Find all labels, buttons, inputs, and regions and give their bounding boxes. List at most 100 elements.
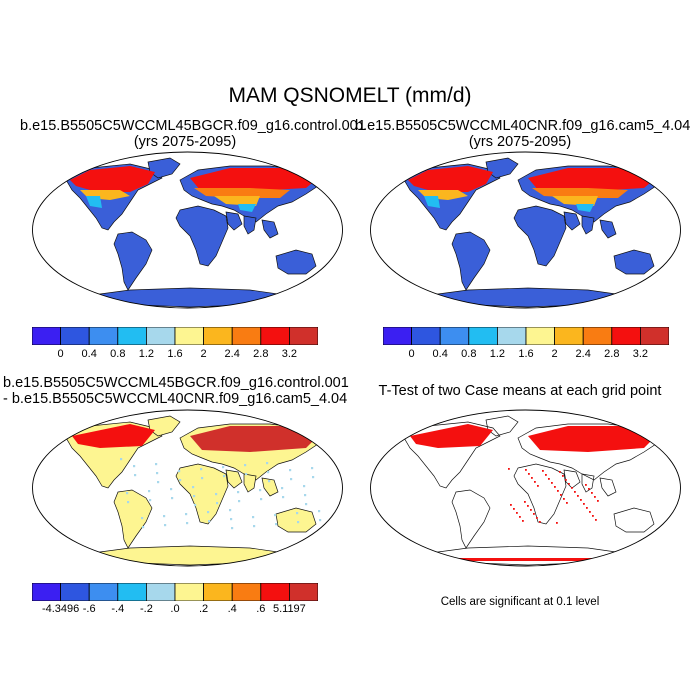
diff-speckle <box>149 499 152 502</box>
colorbar-tick-label: 1.6 <box>167 348 183 360</box>
colorbar-tick-label: -.4 <box>111 603 125 615</box>
diff-speckle <box>267 471 270 474</box>
colorbar-bottom-left-labels: -4.3496 -.6 -.4 -.2 .0 .2 .4 .6 5.1197 <box>32 603 318 617</box>
continent-africa <box>175 205 229 267</box>
diff-speckle <box>170 488 173 491</box>
continent-india <box>581 215 595 235</box>
colorbar-swatch <box>582 327 613 345</box>
colorbar-swatch <box>88 583 119 601</box>
snowmelt-eurasia-mid <box>194 188 290 198</box>
colorbar-swatch <box>60 327 90 345</box>
diff-speckle <box>134 474 137 477</box>
colorbar-tick-label: 2 <box>200 348 207 360</box>
colorbar-tick-label: 1.2 <box>489 348 506 360</box>
diff-speckle <box>290 478 293 481</box>
colorbar-swatch <box>117 327 147 345</box>
continent-se-asia <box>599 219 617 239</box>
snowmelt-tibet <box>576 204 594 212</box>
continent-se-asia <box>261 477 279 497</box>
top-left-title-line1: b.e15.B5505C5WCCML45BGCR.f09_g16.control… <box>20 118 366 134</box>
colorbar-tick-label: 2.4 <box>224 348 240 360</box>
figure-title: MAM QSNOMELT (mm/d) <box>228 84 472 107</box>
top-left-title-line2: (yrs 2075-2095) <box>133 134 237 150</box>
sig-na-high <box>410 424 493 448</box>
diff-speckle <box>200 468 203 471</box>
continent-arabia <box>225 211 243 231</box>
diff-speckle <box>133 465 136 468</box>
diff-speckle <box>297 521 300 524</box>
colorbar-tick-label: 2.8 <box>253 348 269 360</box>
colorbar-tick-label: -.6 <box>82 603 96 615</box>
colorbar-tick-label: 0.8 <box>461 348 477 360</box>
diff-speckle <box>192 486 195 489</box>
colorbar-swatch <box>288 327 318 345</box>
top-right-title-line2: (yrs 2075-2095) <box>468 134 572 150</box>
colorbar-swatch <box>88 327 119 345</box>
diff-speckle <box>148 490 151 493</box>
colorbar-swatch <box>260 327 290 345</box>
diff-speckle <box>230 518 233 521</box>
diff-speckle <box>120 458 123 461</box>
sig-speckle <box>597 500 599 502</box>
snowmelt-na-high <box>70 166 155 192</box>
sig-speckle <box>591 492 593 494</box>
sig-speckle <box>595 519 597 521</box>
diff-speckle <box>194 504 197 507</box>
land-layer <box>402 415 659 566</box>
sig-speckle <box>568 483 570 485</box>
map-border <box>370 409 681 567</box>
diff-speckle <box>164 524 167 527</box>
colorbar-swatch <box>32 327 62 345</box>
sig-speckle <box>554 486 556 488</box>
sig-speckle <box>594 496 596 498</box>
snowmelt-na-low <box>424 196 440 208</box>
diff-speckle <box>318 510 321 513</box>
sig-speckle <box>556 522 558 524</box>
colorbar-swatch <box>32 583 62 601</box>
sig-speckle <box>583 503 585 505</box>
sig-speckle <box>577 495 579 497</box>
sig-speckle <box>592 515 594 517</box>
diff-speckle <box>305 503 308 506</box>
continent-south-america <box>451 231 491 291</box>
diff-speckle <box>244 464 247 467</box>
map-border <box>32 151 343 309</box>
colorbar-tick-label: .6 <box>256 603 266 615</box>
sig-speckle <box>574 491 576 493</box>
diff-speckle <box>266 462 269 465</box>
colorbar-tick-label: 1.2 <box>138 348 155 360</box>
diff-speckle <box>296 512 299 515</box>
map-bottom-right <box>370 409 681 567</box>
sig-speckle <box>522 520 524 522</box>
bottom-left-title-line1: b.e15.B5505C5WCCML45BGCR.f09_g16.control… <box>3 375 349 391</box>
map-border <box>32 409 343 567</box>
bottom-left-title: b.e15.B5505C5WCCML45BGCR.f09_g16.control… <box>3 375 349 407</box>
sig-speckle <box>510 504 512 506</box>
top-right-title: b.e15.B5505C5WCCML40CNR.f09_g16.cam5_4.0… <box>355 118 690 150</box>
continent-africa <box>513 463 567 525</box>
continent-se-asia <box>599 477 617 497</box>
continent-australia <box>275 249 317 275</box>
map-border <box>370 151 681 309</box>
sig-speckle <box>527 505 529 507</box>
colorbar-swatch <box>174 327 205 345</box>
diff-speckle <box>141 517 144 520</box>
land-layer <box>402 157 659 308</box>
snowmelt-eurasia-high <box>190 168 318 190</box>
diff-speckle <box>238 500 241 503</box>
continent-australia <box>613 507 655 533</box>
diff-speckle <box>163 515 166 518</box>
diff-speckle <box>311 467 314 470</box>
colorbar-swatch <box>117 583 147 601</box>
sig-speckle <box>513 508 515 510</box>
bottom-right-title: T-Test of two Case means at each grid po… <box>378 383 662 399</box>
map-top-left <box>32 151 343 309</box>
sig-speckle <box>562 475 564 477</box>
colorbar-swatch <box>639 327 669 345</box>
continent-se-asia <box>261 219 279 239</box>
diff-speckle <box>289 469 292 472</box>
diff-speckle <box>245 473 248 476</box>
sig-speckle <box>557 490 559 492</box>
colorbar-swatch <box>288 583 318 601</box>
snowmelt-eurasia-high <box>528 168 656 190</box>
